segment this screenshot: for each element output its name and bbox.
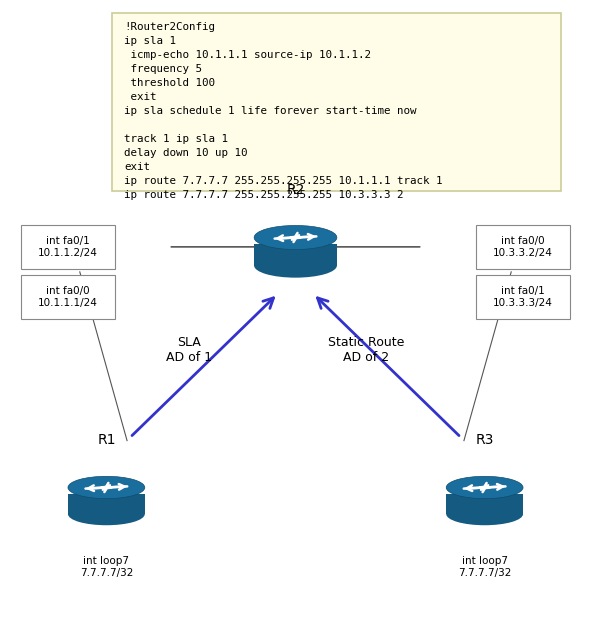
Text: !Router2Config
ip sla 1
 icmp-echo 10.1.1.1 source-ip 10.1.1.2
 frequency 5
 thr: !Router2Config ip sla 1 icmp-echo 10.1.1…	[124, 22, 443, 200]
Text: int loop7
7.7.7.7/32: int loop7 7.7.7.7/32	[458, 556, 511, 578]
Text: int fa0/0
10.3.3.2/24: int fa0/0 10.3.3.2/24	[493, 236, 553, 258]
Text: R2: R2	[286, 183, 305, 197]
Text: int fa0/1
10.3.3.3/24: int fa0/1 10.3.3.3/24	[493, 286, 553, 308]
Text: R1: R1	[97, 433, 116, 447]
Polygon shape	[446, 494, 523, 514]
Text: SLA
AD of 1: SLA AD of 1	[166, 336, 212, 364]
FancyBboxPatch shape	[476, 225, 570, 269]
FancyBboxPatch shape	[476, 275, 570, 319]
Ellipse shape	[68, 476, 145, 499]
Text: int fa0/0
10.1.1.1/24: int fa0/0 10.1.1.1/24	[38, 286, 98, 308]
Ellipse shape	[446, 476, 523, 499]
Text: R3: R3	[475, 433, 494, 447]
FancyBboxPatch shape	[112, 12, 561, 191]
Ellipse shape	[68, 503, 145, 525]
Ellipse shape	[446, 503, 523, 525]
Polygon shape	[68, 494, 145, 514]
Ellipse shape	[254, 254, 337, 278]
Text: int fa0/1
10.1.1.2/24: int fa0/1 10.1.1.2/24	[38, 236, 98, 258]
Ellipse shape	[254, 226, 337, 249]
Text: Static Route
AD of 2: Static Route AD of 2	[328, 336, 405, 364]
FancyBboxPatch shape	[21, 275, 115, 319]
Polygon shape	[254, 244, 337, 266]
Text: int loop7
7.7.7.7/32: int loop7 7.7.7.7/32	[80, 556, 133, 578]
FancyBboxPatch shape	[21, 225, 115, 269]
